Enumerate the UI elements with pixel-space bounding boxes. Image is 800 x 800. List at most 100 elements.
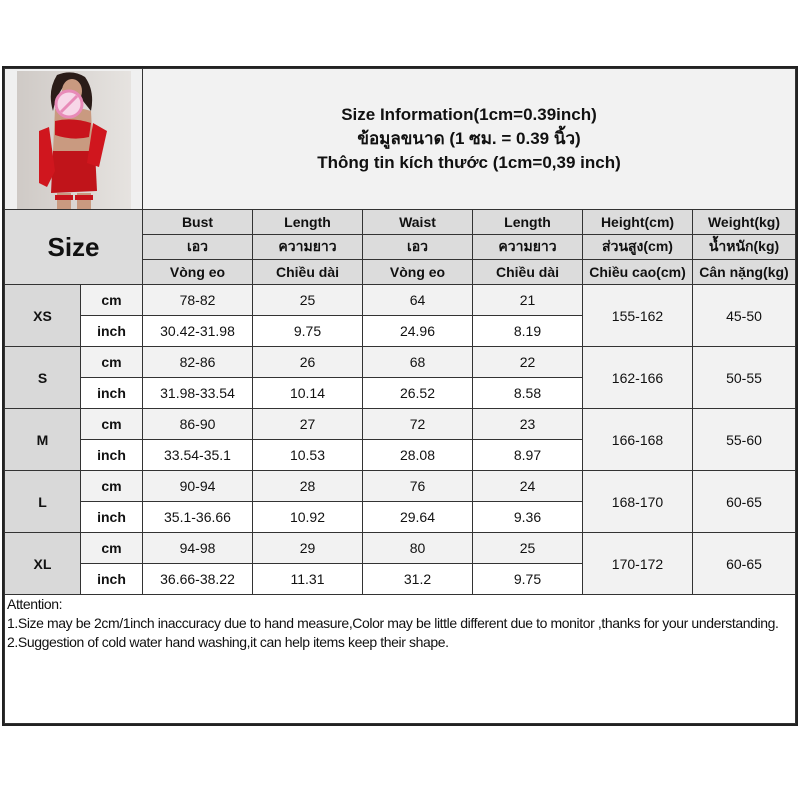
inch-value: 10.14 xyxy=(252,377,363,409)
col-header-th: ส่วนสูง(cm) xyxy=(582,234,693,260)
col-header-vi: Vòng eo xyxy=(142,259,253,285)
cm-value: 25 xyxy=(252,284,363,316)
model-image xyxy=(39,72,107,209)
size-label: M xyxy=(4,408,81,471)
height-value: 170-172 xyxy=(582,532,693,595)
cm-value: 29 xyxy=(252,532,363,564)
weight-value: 45-50 xyxy=(692,284,796,347)
inch-value: 36.66-38.22 xyxy=(142,563,253,595)
col-header-vi: Cân nặng(kg) xyxy=(692,259,796,285)
unit-label: cm xyxy=(80,532,143,564)
title-en: Size Information(1cm=0.39inch) xyxy=(341,105,597,124)
inch-value: 9.75 xyxy=(252,315,363,347)
col-header-th: น้ำหนัก(kg) xyxy=(692,234,796,260)
cm-value: 82-86 xyxy=(142,346,253,378)
col-header-en: Weight(kg) xyxy=(692,209,796,235)
inch-value: 10.92 xyxy=(252,501,363,533)
cm-value: 90-94 xyxy=(142,470,253,502)
weight-value: 60-65 xyxy=(692,470,796,533)
title-vi: Thông tin kích thước (1cm=0,39 inch) xyxy=(317,153,621,172)
attention-heading: Attention: xyxy=(7,596,63,612)
cm-value: 25 xyxy=(472,532,583,564)
col-header-en: Waist xyxy=(362,209,473,235)
table-row: inch 33.54-35.1 10.53 28.08 8.97 xyxy=(5,439,796,471)
col-header-en: Height(cm) xyxy=(582,209,693,235)
col-header-th: ความยาว xyxy=(252,234,363,260)
inch-value: 8.97 xyxy=(472,439,583,471)
inch-value: 30.42-31.98 xyxy=(142,315,253,347)
height-value: 162-166 xyxy=(582,346,693,409)
cm-value: 26 xyxy=(252,346,363,378)
col-header-th: เอว xyxy=(142,234,253,260)
col-header-th: เอว xyxy=(362,234,473,260)
weight-value: 60-65 xyxy=(692,532,796,595)
inch-value: 29.64 xyxy=(362,501,473,533)
inch-value: 8.19 xyxy=(472,315,583,347)
inch-value: 33.54-35.1 xyxy=(142,439,253,471)
table-row: inch 35.1-36.66 10.92 29.64 9.36 xyxy=(5,501,796,533)
col-header-th: ความยาว xyxy=(472,234,583,260)
product-photo xyxy=(4,68,143,210)
height-value: 168-170 xyxy=(582,470,693,533)
unit-label: inch xyxy=(80,377,143,409)
unit-label: cm xyxy=(80,408,143,440)
cm-value: 94-98 xyxy=(142,532,253,564)
cm-value: 72 xyxy=(362,408,473,440)
cm-value: 76 xyxy=(362,470,473,502)
size-header: Size xyxy=(4,209,143,285)
unit-label: cm xyxy=(80,284,143,316)
weight-value: 55-60 xyxy=(692,408,796,471)
col-header-en: Length xyxy=(472,209,583,235)
inch-value: 9.75 xyxy=(472,563,583,595)
col-header-vi: Vòng eo xyxy=(362,259,473,285)
cm-value: 86-90 xyxy=(142,408,253,440)
cm-value: 78-82 xyxy=(142,284,253,316)
cm-value: 28 xyxy=(252,470,363,502)
height-value: 166-168 xyxy=(582,408,693,471)
inch-value: 35.1-36.66 xyxy=(142,501,253,533)
unit-label: cm xyxy=(80,346,143,378)
size-label: XL xyxy=(4,532,81,595)
unit-label: inch xyxy=(80,501,143,533)
col-header-en: Bust xyxy=(142,209,253,235)
table-row: XS cm 78-82 25 64 21 155-162 45-50 xyxy=(4,284,796,347)
cm-value: 64 xyxy=(362,284,473,316)
cm-value: 27 xyxy=(252,408,363,440)
col-header-vi: Chiều dài xyxy=(252,259,363,285)
inch-value: 10.53 xyxy=(252,439,363,471)
table-row: inch 30.42-31.98 9.75 24.96 8.19 xyxy=(5,315,796,347)
cm-value: 68 xyxy=(362,346,473,378)
cm-value: 80 xyxy=(362,532,473,564)
inch-value: 26.52 xyxy=(362,377,473,409)
size-chart: Size Information(1cm=0.39inch) ข้อมูลขนา… xyxy=(2,66,798,726)
col-header-vi: Chiều dài xyxy=(472,259,583,285)
height-value: 155-162 xyxy=(582,284,693,347)
unit-label: inch xyxy=(80,439,143,471)
cm-value: 22 xyxy=(472,346,583,378)
title-th: ข้อมูลขนาด (1 ซม. = 0.39 นิ้ว) xyxy=(357,129,581,148)
size-label: XS xyxy=(4,284,81,347)
inch-value: 24.96 xyxy=(362,315,473,347)
inch-value: 31.98-33.54 xyxy=(142,377,253,409)
attention-note-1: 1.Size may be 2cm/1inch inaccuracy due t… xyxy=(7,615,779,631)
weight-value: 50-55 xyxy=(692,346,796,409)
size-table: Size Information(1cm=0.39inch) ข้อมูลขนา… xyxy=(4,68,796,724)
unit-label: cm xyxy=(80,470,143,502)
inch-value: 31.2 xyxy=(362,563,473,595)
inch-value: 28.08 xyxy=(362,439,473,471)
cm-value: 24 xyxy=(472,470,583,502)
unit-label: inch xyxy=(80,315,143,347)
size-label: L xyxy=(4,470,81,533)
size-info-title: Size Information(1cm=0.39inch) ข้อมูลขนา… xyxy=(142,68,796,210)
cm-value: 23 xyxy=(472,408,583,440)
col-header-en: Length xyxy=(252,209,363,235)
size-label: S xyxy=(4,346,81,409)
attention-notes: Attention: 1.Size may be 2cm/1inch inacc… xyxy=(4,594,796,724)
table-row: inch 31.98-33.54 10.14 26.52 8.58 xyxy=(5,377,796,409)
cm-value: 21 xyxy=(472,284,583,316)
unit-label: inch xyxy=(80,563,143,595)
col-header-vi: Chiều cao(cm) xyxy=(582,259,693,285)
